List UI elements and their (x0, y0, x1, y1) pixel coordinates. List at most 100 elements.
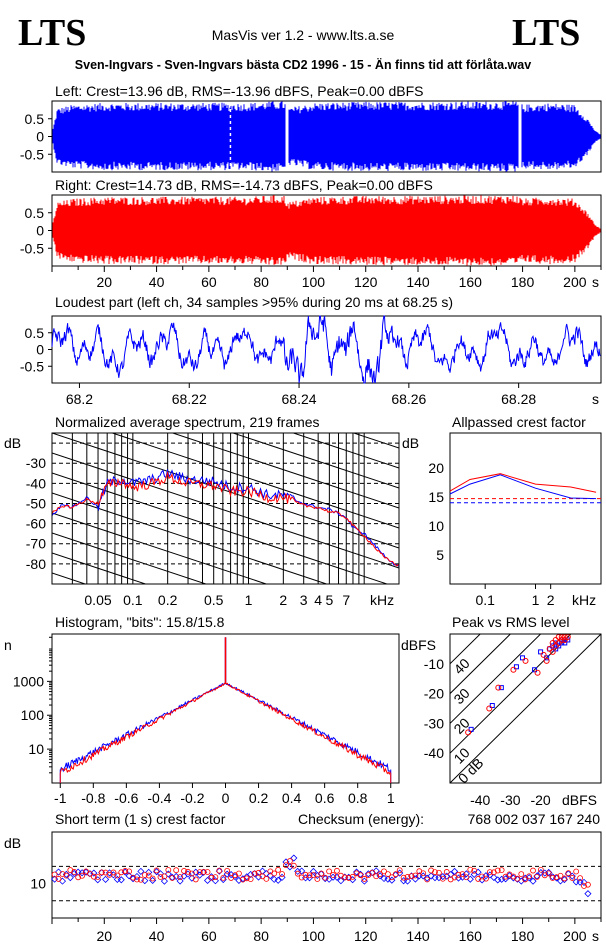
stcrest-xunit: s (592, 928, 599, 944)
stcrest-point-red (55, 876, 62, 882)
stcrest-point-red (549, 875, 556, 881)
stcrest-point-blue (278, 873, 286, 881)
stcrest-point-red (537, 866, 544, 873)
peakrms-diagonal (450, 634, 601, 783)
left-title: Left: Crest=13.96 dB, RMS=-13.96 dBFS, P… (55, 83, 423, 99)
x-tick-label: 0.5 (204, 592, 224, 608)
y-tick-label: 5 (436, 547, 444, 563)
y-tick-label: 15 (428, 489, 444, 505)
y-tick-label: 10 (28, 741, 44, 757)
stcrest-point-red (420, 870, 427, 877)
stcrest-point-red (565, 870, 572, 877)
peakrms-point-red (552, 642, 559, 649)
stcrest-point-blue (584, 890, 592, 898)
stcrest-point-blue (219, 875, 227, 884)
stcrest-title: Short term (1 s) crest factor (55, 811, 226, 827)
peakrms-point-blue (538, 649, 544, 655)
peakrms-point-red (546, 645, 553, 652)
x-tick-label: 0.4 (282, 790, 302, 806)
peakrms-diagonal (450, 634, 481, 665)
x-tick-label: -20 (530, 792, 550, 808)
stcrest-point-red (553, 874, 560, 880)
peakrms-diagonal (450, 634, 512, 694)
x-tick-label: -0.4 (147, 790, 171, 806)
x-tick-label: 0.6 (315, 790, 335, 806)
stcrest-point-red (396, 867, 403, 874)
y-tick-label: -50 (26, 495, 46, 511)
stcrest-point-blue (188, 874, 196, 882)
y-tick-label: -20 (424, 686, 444, 702)
stcrest-point-red (455, 871, 462, 878)
x-tick-label: 7 (342, 592, 350, 608)
stcrest-point-red (334, 867, 340, 874)
stcrest-point-red (208, 874, 215, 881)
stcrest-point-red (388, 874, 395, 881)
stcrest-point-red (298, 874, 305, 881)
stcrest-point-red (200, 868, 207, 875)
x-tick-label: 80 (253, 274, 269, 290)
stcrest-point-red (279, 871, 285, 877)
x-tick-label: 0.05 (84, 592, 111, 608)
x-tick-label: 2 (547, 592, 555, 608)
stcrest-point-red (59, 871, 66, 877)
y-tick-label: -0.5 (20, 146, 44, 162)
stcrest-point-blue (286, 863, 294, 871)
crest-title: Allpassed crest factor (452, 414, 586, 430)
stcrest-point-blue (78, 869, 86, 877)
stcrest-point-blue (525, 874, 533, 882)
stcrest-point-red (545, 870, 552, 877)
y-tick-label: 0 (36, 129, 44, 145)
y-tick-label: 10 (30, 876, 46, 892)
spectrum-slope-line (291, 433, 399, 469)
stcrest-point-red (165, 867, 172, 873)
x-tick-label: 0.1 (123, 592, 143, 608)
peakrms-point-red (495, 684, 502, 691)
x-tick-label: 40 (149, 928, 165, 944)
spectrum-series-1 (52, 470, 399, 567)
x-tick-label: -40 (470, 792, 490, 808)
peakrms-point-red (465, 729, 472, 736)
peakrms-diagonal (450, 634, 542, 724)
stcrest-point-red (424, 876, 431, 883)
y-tick-label: 1000 (13, 673, 44, 689)
stcrest-point-red (110, 869, 117, 876)
spectrum-slope-line (52, 273, 399, 388)
stcrest-point-red (63, 872, 70, 879)
stcrest-point-blue (309, 867, 317, 876)
stcrest-point-red (412, 872, 419, 879)
stcrest-point-red (498, 867, 505, 873)
stcrest-point-blue (105, 869, 114, 877)
stcrest-point-blue (254, 873, 263, 881)
spectrum-slope-line (52, 532, 208, 584)
stcrest-point-red (192, 876, 199, 883)
x-tick-label: 160 (459, 928, 483, 944)
peakrms-point-blue (565, 637, 571, 643)
stcrest-point-red (318, 870, 325, 877)
stcrest-point-red (188, 870, 195, 877)
x-tick-label: 68.22 (172, 391, 207, 407)
x-tick-label: 120 (354, 274, 378, 290)
stcrest-point-red (157, 874, 164, 880)
stcrest-point-red (392, 871, 399, 878)
y-tick-label: 10 (428, 518, 444, 534)
stcrest-point-red (486, 869, 493, 876)
stcrest-point-red (314, 876, 321, 882)
stcrest-point-blue (474, 868, 482, 876)
stcrest-point-red (228, 875, 234, 881)
stcrest-point-red (220, 874, 227, 881)
y-tick-label: 0 (36, 342, 44, 358)
x-tick-label: 60 (201, 274, 217, 290)
stcrest-point-red (232, 872, 238, 879)
y-tick-label: 100 (21, 707, 45, 723)
stcrest-point-red (428, 867, 434, 874)
stcrest-point-red (569, 875, 576, 881)
x-tick-label: 1 (245, 592, 253, 608)
stcrest-point-red (522, 876, 529, 883)
stcrest-point-red (71, 869, 78, 875)
stcrest-point-blue (98, 869, 106, 877)
stcrest-point-blue (529, 877, 537, 885)
peakrms-ylabel: dBFS (401, 637, 436, 653)
stcrest-point-red (443, 869, 450, 875)
stcrest-point-red (239, 876, 246, 883)
